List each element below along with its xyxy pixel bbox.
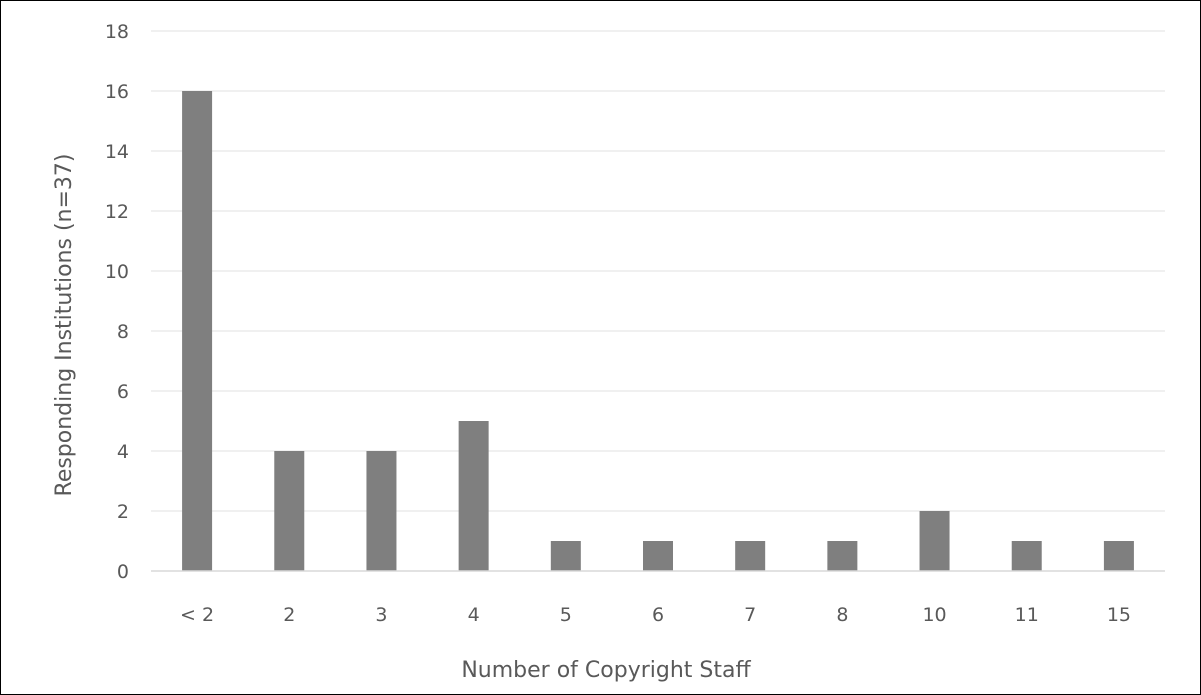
bar xyxy=(827,541,858,571)
bar xyxy=(550,541,581,571)
x-tick-label: 2 xyxy=(283,604,295,626)
y-tick-label: 0 xyxy=(117,561,129,583)
x-tick-label: 6 xyxy=(652,604,664,626)
x-tick-label: 5 xyxy=(560,604,572,626)
bar xyxy=(274,451,305,571)
y-tick-label: 4 xyxy=(117,441,129,463)
bar xyxy=(735,541,766,571)
y-tick-label: 8 xyxy=(117,321,129,343)
y-tick-label: 14 xyxy=(105,141,129,163)
x-tick-label: 10 xyxy=(922,604,946,626)
bar xyxy=(1103,541,1134,571)
bar xyxy=(366,451,397,571)
x-tick-label: 7 xyxy=(744,604,756,626)
x-tick-label: < 2 xyxy=(180,604,214,626)
x-tick-label: 8 xyxy=(836,604,848,626)
y-tick-label: 16 xyxy=(105,81,129,103)
y-tick-label: 2 xyxy=(117,501,129,523)
y-tick-label: 18 xyxy=(105,21,129,43)
y-axis-title: Responding Institutions (n=37) xyxy=(52,154,77,497)
x-tick-label: 11 xyxy=(1015,604,1039,626)
x-tick-label: 15 xyxy=(1107,604,1131,626)
x-tick-labels: < 2 2 3 4 5 6 7 8 10 11 15 xyxy=(180,604,1131,626)
x-tick-label: 3 xyxy=(375,604,387,626)
x-axis-title: Number of Copyright Staff xyxy=(461,658,751,683)
y-tick-labels: 0 2 4 6 8 10 12 14 16 18 xyxy=(105,21,129,583)
y-tick-label: 10 xyxy=(105,261,129,283)
y-tick-label: 12 xyxy=(105,201,129,223)
bar xyxy=(1011,541,1042,571)
bar xyxy=(182,91,213,571)
bar xyxy=(643,541,673,571)
bar xyxy=(458,421,489,571)
x-tick-label: 4 xyxy=(468,604,480,626)
gridlines xyxy=(151,30,1165,512)
bars xyxy=(182,91,1134,571)
bar xyxy=(919,511,950,571)
y-tick-label: 6 xyxy=(117,381,129,403)
